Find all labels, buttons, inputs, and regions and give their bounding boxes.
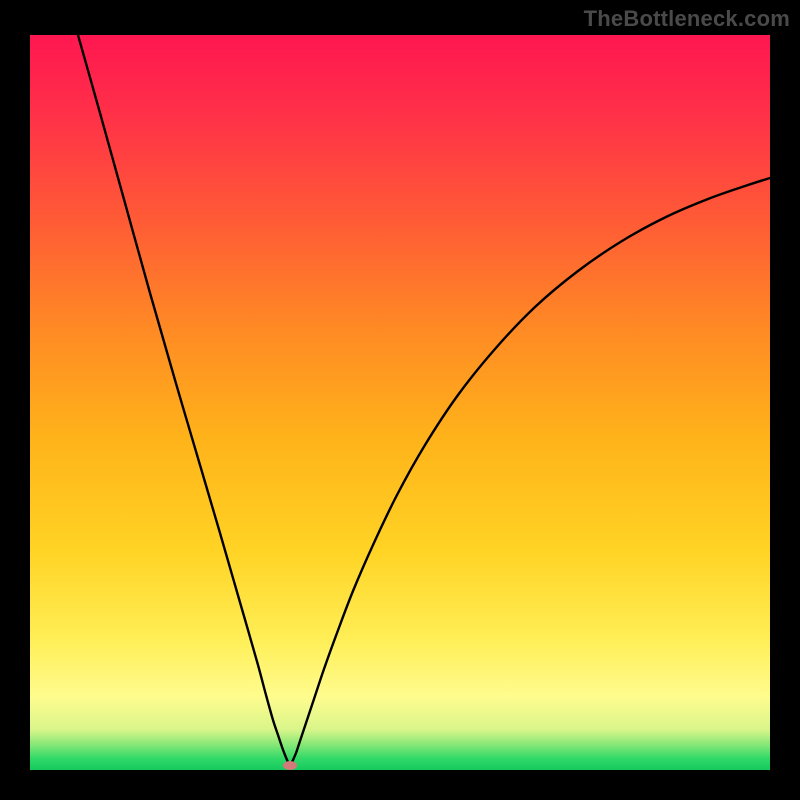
chart-frame: TheBottleneck.com xyxy=(0,0,800,800)
bottleneck-curve xyxy=(30,35,770,770)
minimum-marker xyxy=(283,761,297,770)
plot-area xyxy=(30,35,770,770)
watermark-text: TheBottleneck.com xyxy=(584,6,790,32)
